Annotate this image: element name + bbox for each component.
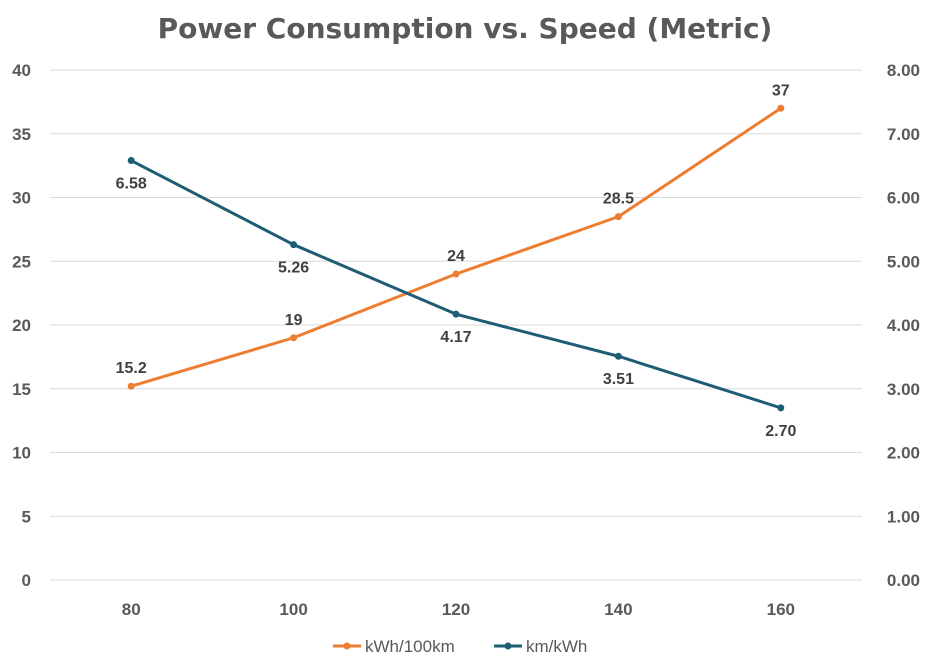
data-point [614, 352, 622, 360]
y-left-tick-label: 30 [12, 189, 31, 208]
y-left-tick-label: 10 [12, 444, 31, 463]
legend-swatch-marker [343, 642, 351, 650]
series-group [127, 104, 785, 412]
y-right-tick-label: 1.00 [887, 507, 920, 526]
y-left-tick-label: 0 [22, 571, 31, 590]
data-label: 2.70 [765, 423, 796, 440]
y-right-tick-label: 7.00 [887, 125, 920, 144]
legend-swatch-marker [504, 642, 512, 650]
data-point [777, 404, 785, 412]
x-tick-label: 100 [279, 600, 307, 619]
data-point [290, 241, 298, 249]
data-point [290, 334, 298, 342]
legend-label: km/kWh [526, 637, 587, 656]
legend: kWh/100km km/kWh [333, 637, 587, 656]
x-tick-label: 120 [442, 600, 470, 619]
data-label: 24 [447, 248, 465, 265]
data-label: 3.51 [603, 371, 634, 388]
y-left-tick-label: 40 [12, 61, 31, 80]
data-point [127, 157, 135, 165]
y-right-tick-label: 3.00 [887, 380, 920, 399]
data-point [777, 104, 785, 112]
y-left-tick-label: 35 [12, 125, 31, 144]
y-right-tick-label: 5.00 [887, 252, 920, 271]
data-label: 5.26 [278, 260, 309, 277]
axes: 0 5 10 15 20 25 30 35 40 0.00 1.00 2.00 3.00 4.00 5.00… [12, 61, 920, 619]
x-tick-label: 80 [122, 600, 141, 619]
y-right-tick-label: 0.00 [887, 571, 920, 590]
data-label: 15.2 [116, 360, 147, 377]
data-label: 28.5 [603, 191, 634, 208]
gridlines [50, 69, 862, 581]
data-label: 6.58 [116, 176, 147, 193]
x-tick-label: 160 [767, 600, 795, 619]
y-right-tick-label: 4.00 [887, 316, 920, 335]
y-left-tick-label: 5 [22, 507, 31, 526]
x-tick-label: 140 [604, 600, 632, 619]
data-label: 19 [285, 312, 303, 329]
y-right-tick-label: 6.00 [887, 189, 920, 208]
chart-title: Power Consumption vs. Speed (Metric) [158, 12, 773, 45]
data-point [452, 270, 460, 278]
data-labels: 15.2 19 24 28.5 37 6.58 5.26 4.17 3.51 2.70 [116, 82, 797, 440]
data-point [452, 310, 460, 318]
data-label: 4.17 [440, 329, 471, 346]
legend-label: kWh/100km [365, 637, 455, 656]
y-right-tick-label: 8.00 [887, 61, 920, 80]
y-left-tick-label: 20 [12, 316, 31, 335]
y-right-tick-label: 2.00 [887, 444, 920, 463]
y-left-tick-label: 15 [12, 380, 31, 399]
y-left-tick-label: 25 [12, 252, 31, 271]
data-point [614, 213, 622, 221]
data-point [127, 382, 135, 390]
data-label: 37 [772, 82, 790, 99]
